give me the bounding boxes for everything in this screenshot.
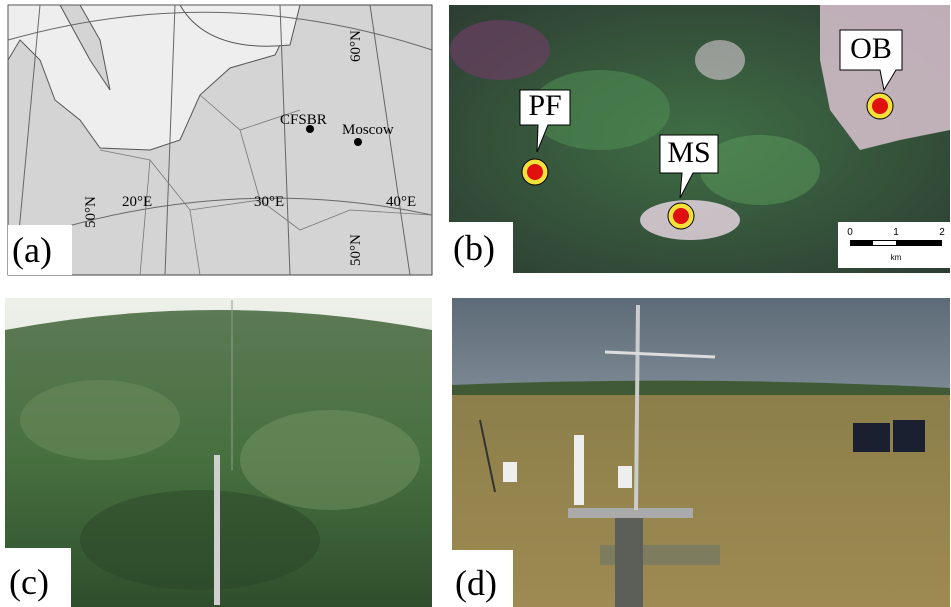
map-panel: CFSBR Moscow 60°N 50°N 50°N 20°E 30°E 40… [7,4,433,276]
meridian [369,4,411,276]
instrument [574,435,584,505]
border [239,129,261,201]
site-dot [354,138,362,146]
site-marker [872,98,888,114]
image-patch [450,20,550,80]
tripod [479,419,496,493]
instrument [618,466,632,488]
panel-label: (b) [453,228,495,268]
panel-label: (a) [12,230,52,270]
scale-unit: km [891,253,902,262]
scale-tick: 1 [893,227,899,238]
meridian [279,4,291,276]
site-marker [527,164,543,180]
panel-label: (c) [9,562,49,602]
site-label: MS [667,136,710,169]
border [199,94,301,131]
label-box [5,548,71,607]
tower [214,455,220,605]
tree-crowns [240,410,420,510]
platform [568,508,693,518]
scale-bar [873,241,896,245]
solar-panel [893,420,925,452]
tree-crowns [80,490,320,590]
label-box [8,225,72,275]
meridian [164,4,176,276]
tree-crowns [20,380,180,460]
solar-panel [853,423,890,452]
callout [659,134,719,199]
mast [634,304,640,511]
land [59,4,111,91]
satellite-panel: PF MS OB 0 1 2 km (b) [449,5,950,273]
forest-panel: (c) [5,298,432,607]
lon-label: 30°E [254,194,284,210]
site-dot [306,125,314,133]
site-label: OB [850,32,892,65]
site-label: PF [528,89,561,122]
lat-label: 50°N [348,234,364,266]
instrument [503,462,517,482]
boardwalk [615,515,643,607]
panel-label: (d) [455,563,497,603]
border [139,159,151,276]
lon-label: 40°E [386,194,416,210]
border [189,209,201,276]
image-patch [700,135,820,205]
bog-area [695,40,745,80]
label-box [449,222,513,273]
bog-panel: (d) [452,298,950,607]
place-label: CFSBR [280,112,327,128]
place-label: Moscow [342,122,394,138]
site-marker [673,208,689,224]
scale-tick: 2 [939,227,945,238]
scale-tick: 0 [847,227,853,238]
lat-label: 50°N [83,196,99,228]
label-box [452,550,513,607]
lat-label: 60°N [348,30,364,62]
callout [839,29,903,92]
lon-label: 20°E [122,194,152,210]
borders [99,94,433,276]
callout [519,89,571,153]
sensor-arm [604,350,716,359]
parallel [7,11,433,51]
